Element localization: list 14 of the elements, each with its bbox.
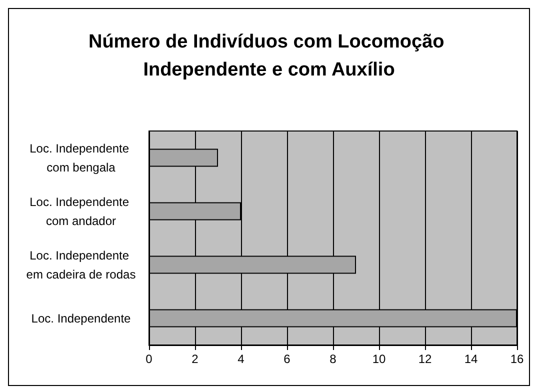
y-tick-label: Loc. Independente com andador bbox=[30, 194, 132, 228]
x-tick-label: 16 bbox=[510, 352, 524, 366]
x-tick-label: 0 bbox=[146, 352, 153, 366]
x-tick-label: 10 bbox=[372, 352, 386, 366]
x-tick-label: 6 bbox=[284, 352, 291, 366]
chart-title: Número de Indivíduos com Locomoção Independente e com Auxílio bbox=[88, 32, 450, 80]
x-tick-label: 2 bbox=[192, 352, 199, 366]
x-tick-label: 14 bbox=[464, 352, 478, 366]
y-tick-label: Loc. Independente em cadeira de rodas bbox=[26, 248, 136, 282]
y-tick-label: Loc. Independente bbox=[31, 311, 132, 326]
x-tick-label: 8 bbox=[330, 352, 337, 366]
x-tick-label: 4 bbox=[238, 352, 245, 366]
y-tick-label: Loc. Independente com bengala bbox=[30, 141, 132, 174]
x-tick-label: 12 bbox=[418, 352, 432, 366]
